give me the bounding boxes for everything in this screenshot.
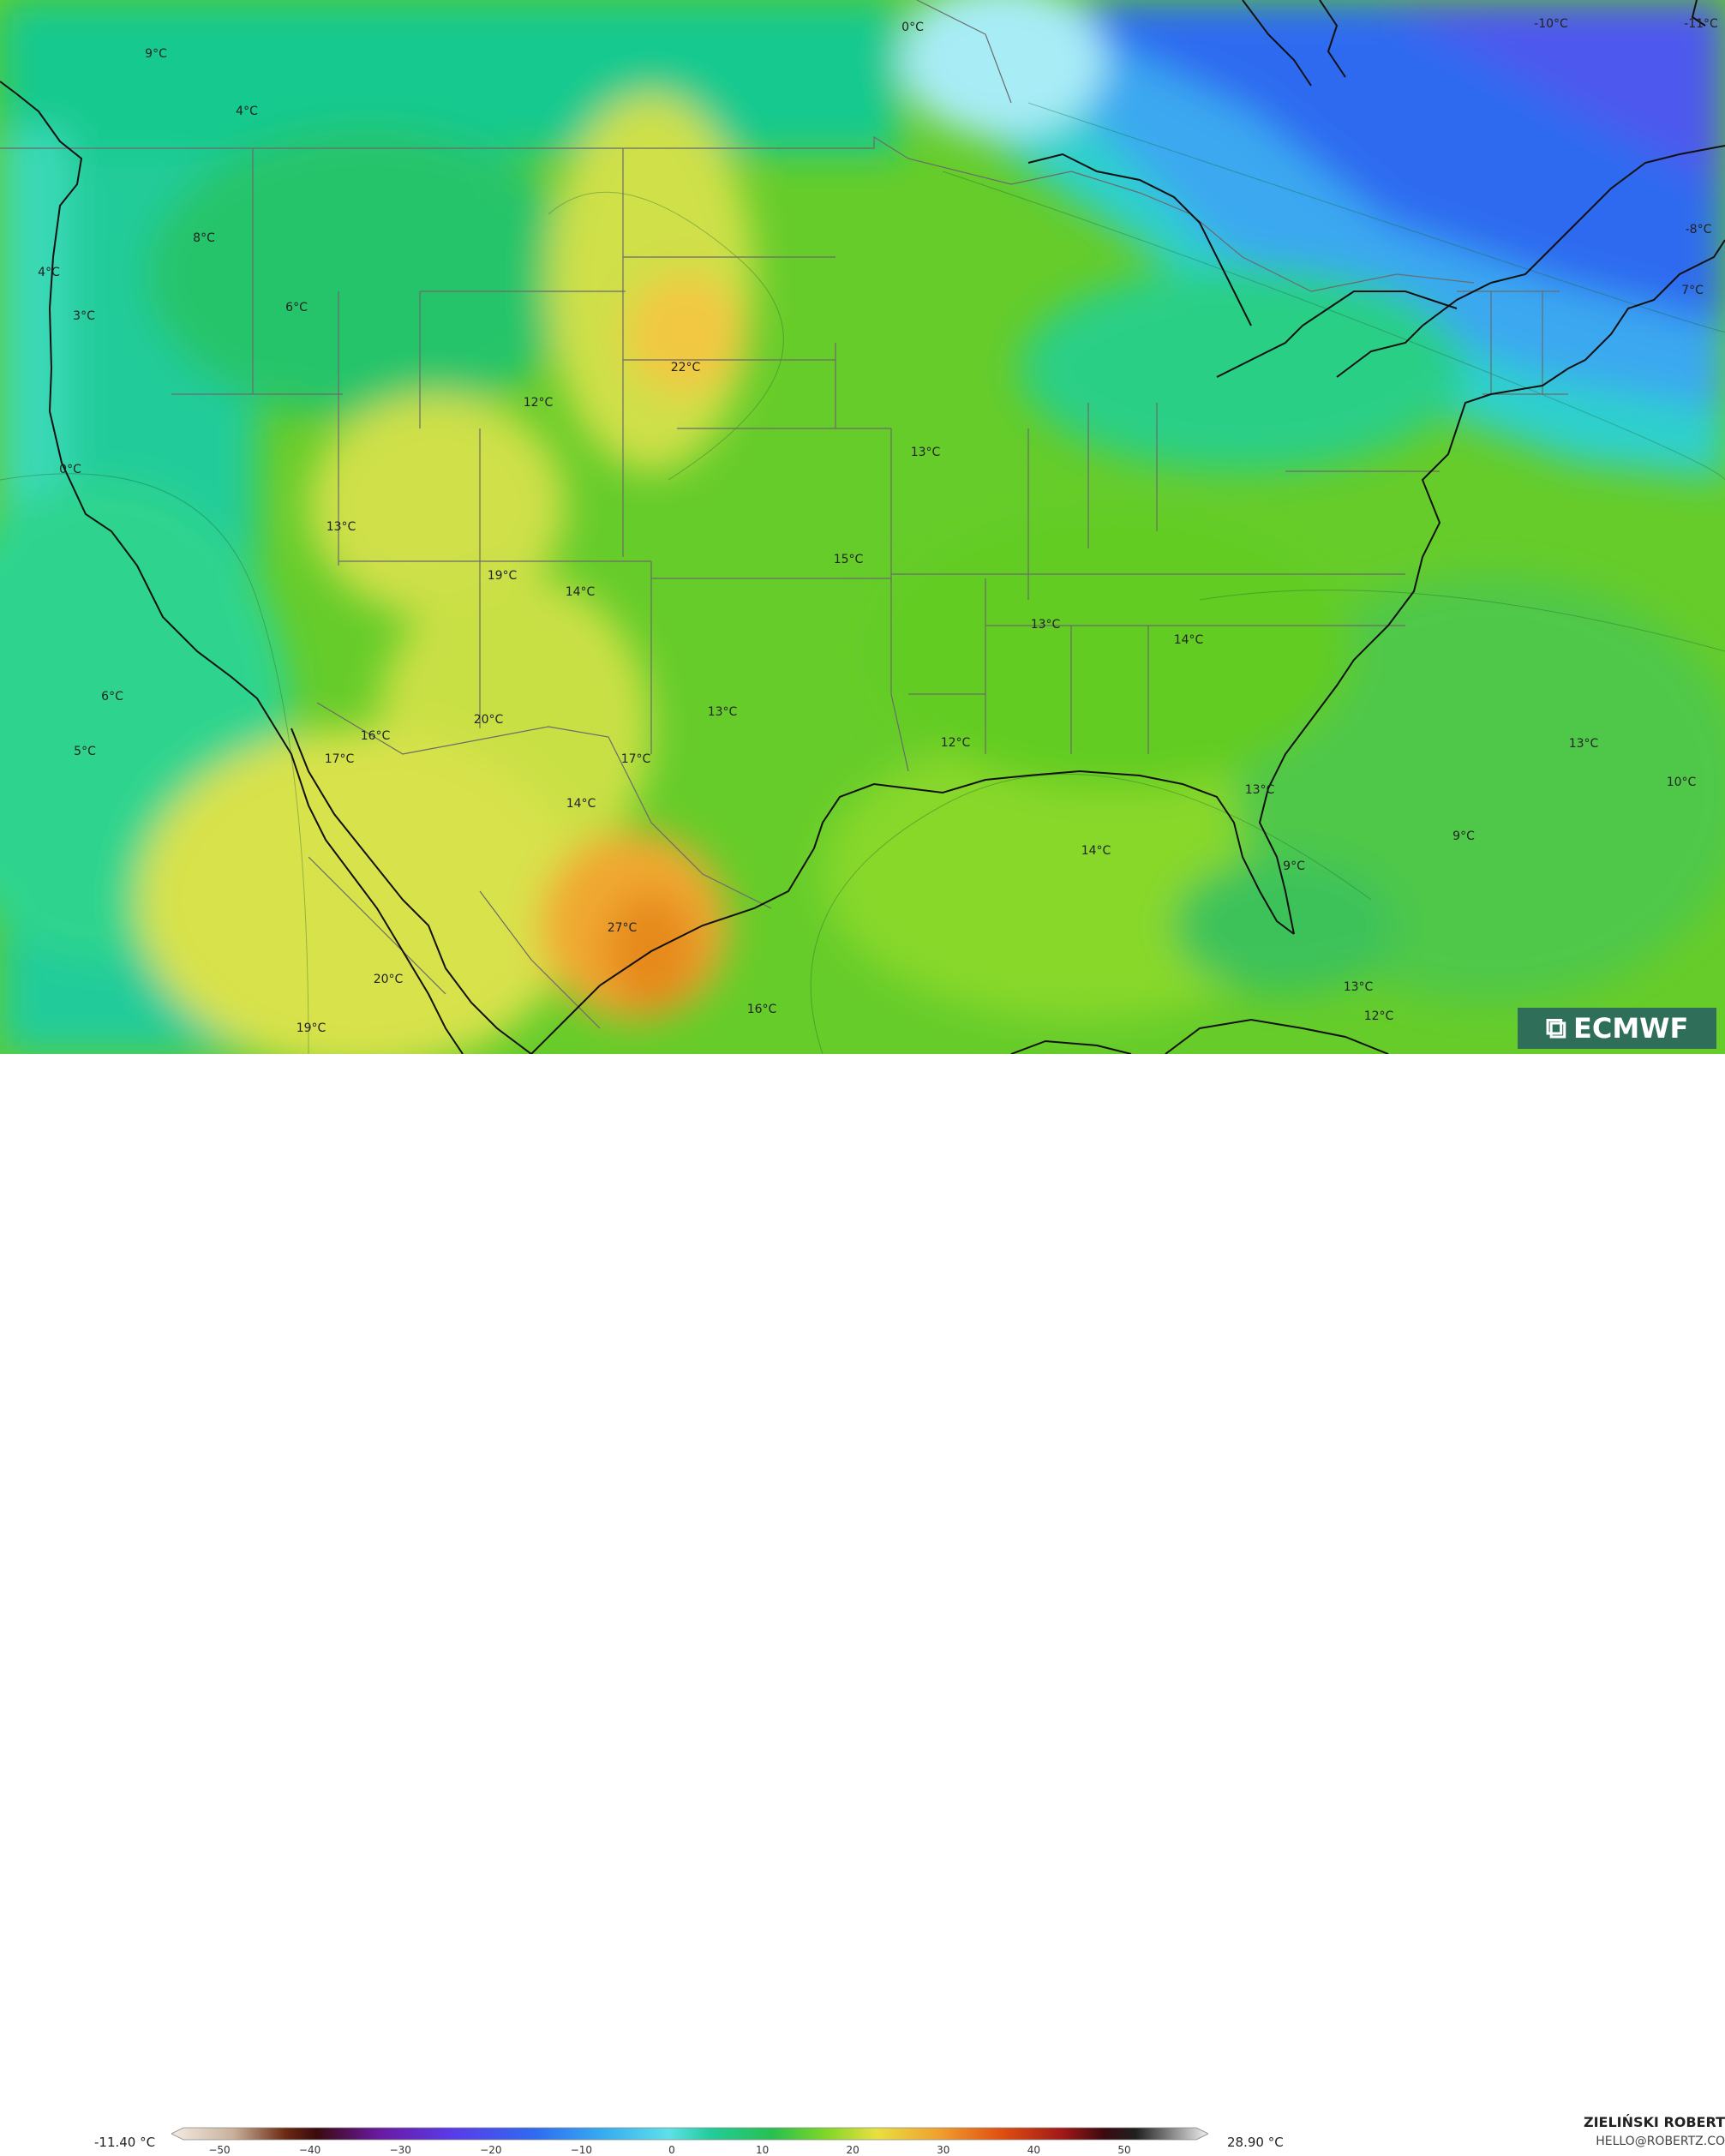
colorbar: [171, 2127, 1208, 2141]
temperature-map: 9°C 4°C 0°C -10°C -11°C 8°C 4°C 3°C 6°C -8°C 7°C 22…: [0, 0, 1725, 1054]
author-email: HELLO@ROBERTZ.CO: [1596, 2135, 1725, 2148]
colorbar-tick-label: 30: [937, 2144, 950, 2156]
colorbar-tick-label: −40: [298, 2144, 321, 2156]
colorbar-tick-label: −50: [208, 2144, 231, 2156]
temperature-field: [0, 0, 1725, 1054]
coastlines: [0, 0, 1725, 1054]
footer: -11.40 °C 28.90 °C ZIELIŃSKI ROBERT HELL…: [0, 1054, 1725, 2156]
colorbar-tick-label: 20: [846, 2144, 860, 2156]
colorbar-tick-label: 10: [755, 2144, 770, 2156]
colorbar-tick-label: −20: [480, 2144, 502, 2156]
colorbar-tick-label: −30: [389, 2144, 411, 2156]
colorbar-tick-label: 40: [1027, 2144, 1041, 2156]
colorbar-tick-label: −10: [570, 2144, 593, 2156]
ecmwf-logo: ⧉ ECMWF: [1518, 1008, 1716, 1049]
scale-max-label: 28.90 °C: [1227, 2135, 1284, 2150]
author-name: ZIELIŃSKI ROBERT: [1583, 2114, 1725, 2130]
scale-min-label: -11.40 °C: [94, 2135, 156, 2150]
ecmwf-logo-icon: ⧉: [1545, 1011, 1566, 1045]
colorbar-tick-label: 0: [668, 2144, 675, 2156]
state-borders: [0, 0, 1568, 1029]
colorbar-tick-label: 50: [1117, 2144, 1131, 2156]
ecmwf-logo-text: ECMWF: [1572, 1012, 1689, 1045]
map-canvas: [0, 0, 1725, 1054]
